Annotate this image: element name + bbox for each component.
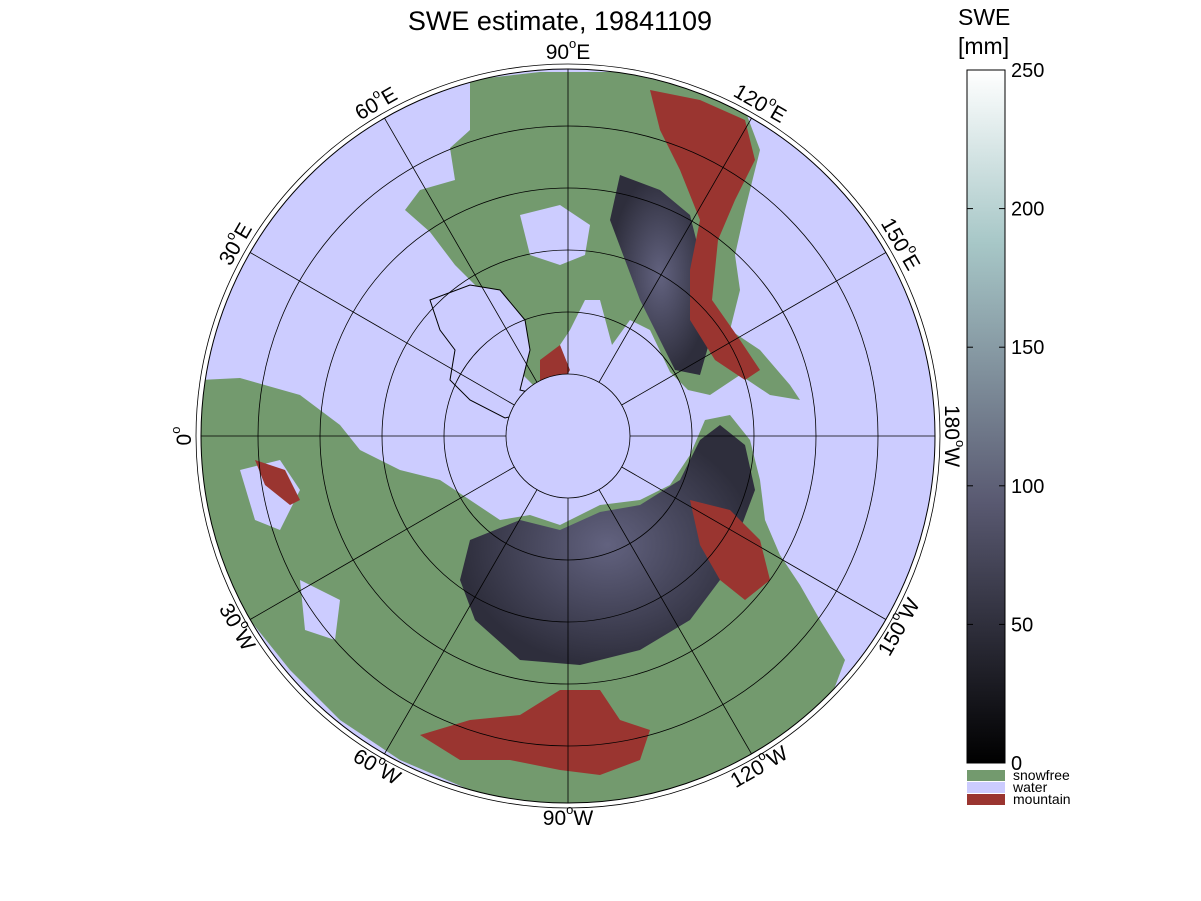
degree-symbol: o	[566, 802, 573, 817]
longitude-hemisphere: E	[576, 41, 590, 64]
mountain-central-asia	[420, 690, 650, 775]
longitude-hemisphere: W	[763, 741, 792, 771]
snow-cover-north-america	[610, 175, 710, 375]
longitude-hemisphere: W	[230, 626, 260, 655]
meridian-line	[621, 252, 887, 406]
degree-symbol: o	[953, 440, 968, 447]
colorbar-tick-label: 150	[1011, 337, 1044, 359]
latitude-circle	[195, 63, 941, 809]
meridian-line	[598, 489, 752, 755]
mountain-scandinavia	[255, 460, 300, 505]
graticule	[195, 63, 941, 809]
mountain-east-siberia	[690, 500, 770, 600]
legend-swatch-water	[967, 782, 1005, 793]
legend-label-snowfree: snowfree	[1013, 767, 1070, 783]
meridian-line	[384, 489, 538, 755]
colorbar-tick-label: 0	[1011, 753, 1022, 775]
colorbar-tick-label: 100	[1011, 476, 1044, 498]
longitude-label: 90oW	[543, 802, 594, 829]
longitude-hemisphere: W	[573, 807, 593, 830]
longitude-hemisphere: E	[898, 251, 925, 275]
map-title: SWE estimate, 19841109	[408, 6, 712, 36]
meridian-line	[621, 466, 887, 620]
longitude-label: 0o	[168, 427, 195, 446]
map-border	[200, 68, 936, 804]
meridian-line	[598, 117, 752, 383]
legend-label-water: water	[1012, 779, 1048, 795]
polar-map	[195, 63, 941, 809]
legend-label-mountain: mountain	[1013, 791, 1071, 807]
longitude-degrees: 180	[940, 405, 963, 440]
longitude-degrees: 90	[543, 807, 566, 830]
longitude-degrees: 0	[173, 434, 196, 446]
legend-swatch-snowfree	[967, 770, 1005, 781]
colorbar-bar	[966, 69, 1006, 764]
snow-cover-siberia	[460, 425, 755, 665]
mountain-rockies	[650, 90, 760, 380]
longitude-hemisphere: W	[940, 447, 963, 467]
degree-symbol: o	[569, 36, 576, 51]
colorbar-title-line1: SWE	[958, 4, 1010, 30]
colorbar: SWE [mm] 0 50 100 150 200 250	[958, 4, 1044, 775]
meridian-line	[249, 466, 515, 620]
longitude-label: 90oE	[546, 36, 591, 63]
longitude-degrees: 90	[546, 41, 569, 64]
legend-swatch-mountain	[967, 794, 1005, 805]
colorbar-tick-label: 250	[1011, 60, 1044, 82]
arctic-ocean	[506, 374, 630, 498]
colorbar-title-line2: [mm]	[958, 33, 1009, 59]
colorbar-tick-label: 200	[1011, 199, 1044, 221]
degree-symbol: o	[168, 427, 183, 434]
meridian-line	[384, 117, 538, 383]
colorbar-ticks: 0 50 100 150 200 250	[967, 60, 1044, 775]
black-caspian	[300, 580, 340, 640]
meridian-line	[249, 252, 515, 406]
colorbar-tick-label: 50	[1011, 614, 1033, 636]
longitude-label: 180oW	[940, 405, 967, 467]
longitude-degrees: 30	[214, 237, 246, 269]
